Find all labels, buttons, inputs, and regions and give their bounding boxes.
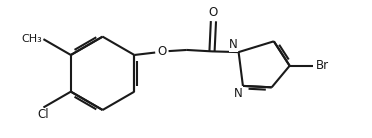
Text: N: N (234, 87, 242, 100)
Text: N: N (229, 38, 238, 51)
Text: O: O (209, 6, 218, 19)
Text: Cl: Cl (38, 108, 49, 121)
Text: O: O (157, 45, 166, 58)
Text: Br: Br (315, 59, 329, 72)
Text: CH₃: CH₃ (21, 34, 42, 44)
